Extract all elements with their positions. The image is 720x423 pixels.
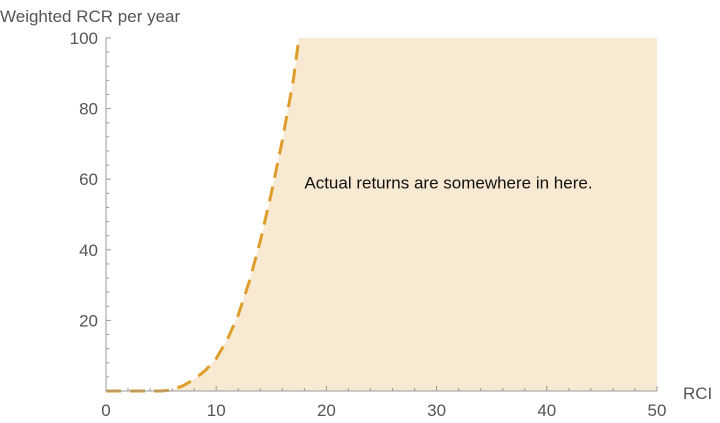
y-tick-label: 20 [79,311,98,330]
y-axis-label: Weighted RCR per year [0,7,180,26]
x-tick-label: 30 [427,401,446,420]
x-tick-label: 50 [648,401,667,420]
annotation-text: Actual returns are somewhere in here. [304,174,592,193]
y-tick-label: 100 [70,29,98,48]
x-tick-label: 20 [317,401,336,420]
y-tick-label: 80 [79,100,98,119]
x-axis-label: RCI [683,384,712,403]
y-ticks: 20 40 60 80 100 [70,29,111,378]
x-tick-label: 10 [207,401,226,420]
x-tick-label: 40 [537,401,556,420]
x-ticks: 0 10 20 30 40 50 [101,386,666,420]
y-tick-label: 40 [79,241,98,260]
y-tick-label: 60 [79,170,98,189]
shaded-region [106,38,657,391]
x-tick-label: 0 [101,401,110,420]
